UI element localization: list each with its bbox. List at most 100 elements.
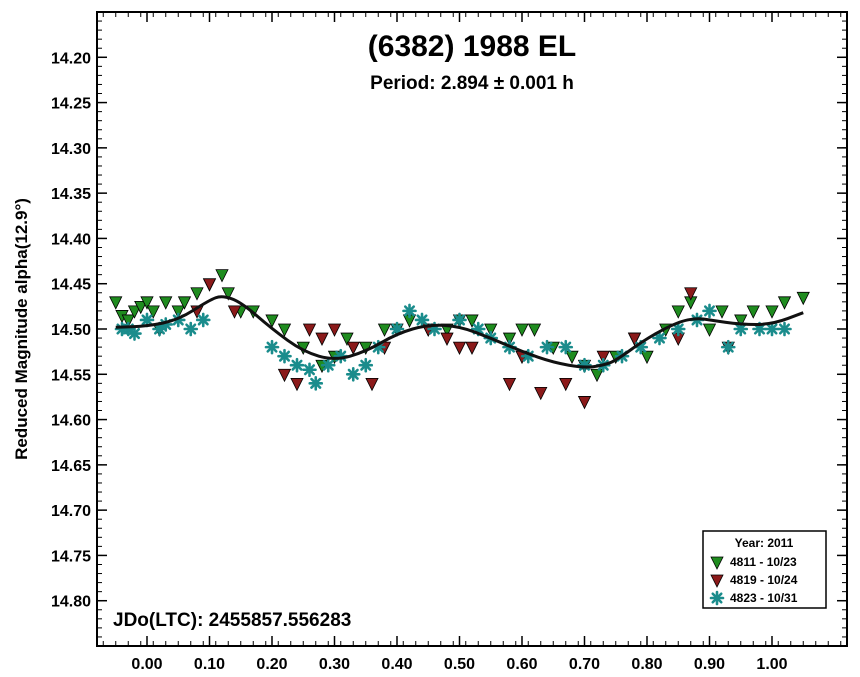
y-tick-label: 14.55 [51, 367, 91, 384]
x-tick-label: 1.00 [756, 656, 787, 673]
legend-box [702, 530, 827, 609]
chart-subtitle: Period: 2.894 ± 0.001 h [370, 73, 574, 94]
x-tick-label: 0.30 [319, 656, 350, 673]
x-tick-label: 0.40 [381, 656, 412, 673]
x-tick-label: 0.20 [256, 656, 287, 673]
data-point-series-1 [340, 332, 354, 346]
data-point-series-3 [139, 312, 155, 328]
y-tick-label: 14.75 [51, 548, 91, 565]
y-tick-label: 14.65 [51, 458, 91, 475]
data-point-series-1 [465, 314, 479, 328]
data-point-series-3 [402, 303, 417, 319]
x-tick-label: 0.50 [444, 656, 475, 673]
data-point-series-1 [734, 314, 748, 328]
data-point-series-2 [534, 386, 548, 401]
data-point-series-3 [358, 357, 374, 373]
data-point-series-3 [558, 339, 574, 355]
y-tick-label: 14.40 [51, 231, 91, 248]
data-point-series-3 [539, 339, 555, 355]
data-point-series-3 [183, 321, 199, 337]
y-axis-label: Reduced Magnitude alpha(12.9°) [12, 198, 31, 460]
data-point-series-3 [764, 321, 780, 337]
data-point-series-2 [684, 287, 698, 301]
data-point-series-1 [215, 269, 229, 283]
fit-curve-group [115, 295, 804, 369]
data-point-series-1 [146, 305, 160, 319]
data-point-series-3 [127, 326, 142, 341]
legend-marker-1 [710, 556, 724, 570]
legend-marker-3 [709, 590, 725, 606]
data-point-series-1 [265, 314, 279, 328]
data-point-series-3 [302, 362, 317, 378]
x-tick-label: 0.90 [694, 656, 725, 673]
data-point-series-1 [121, 314, 135, 328]
y-tick-label: 14.45 [51, 277, 91, 294]
data-point-series-1 [640, 350, 654, 365]
data-point-series-3 [277, 348, 292, 364]
data-point-series-2 [202, 278, 217, 292]
data-point-series-1 [590, 368, 604, 383]
data-point-series-1 [502, 332, 517, 346]
data-point-series-1 [134, 300, 148, 315]
data-point-series-3 [289, 357, 305, 373]
chart-title: (6382) 1988 EL [368, 30, 576, 63]
y-tick-label: 14.35 [51, 186, 91, 203]
data-point-series-2 [596, 350, 610, 365]
x-tick-label: 0.70 [569, 656, 600, 673]
data-point-series-2 [440, 332, 454, 346]
y-tick-label: 14.50 [51, 322, 91, 339]
data-point-series-2 [365, 377, 379, 392]
legend-entry-2: 4819 - 10/24 [730, 573, 798, 587]
data-point-series-3 [452, 312, 467, 328]
data-point-series-3 [345, 366, 361, 382]
data-point-series-3 [652, 330, 667, 346]
x-tick-label: 0.60 [506, 656, 537, 673]
data-point-series-2 [302, 323, 317, 337]
legend: Year: 2011 4811 - 10/23 4819 - 10/24 482… [702, 530, 827, 609]
data-point-series-1 [177, 296, 192, 310]
data-point-series-3 [389, 321, 405, 337]
legend-title: Year: 2011 [735, 536, 794, 550]
legend-entry-1: 4811 - 10/23 [730, 555, 797, 569]
data-point-series-1 [377, 323, 392, 337]
data-point-series-2 [559, 377, 573, 392]
data-point-series-2 [577, 396, 592, 410]
x-tick-label: 0.80 [631, 656, 662, 673]
data-point-series-3 [414, 312, 430, 328]
data-point-series-3 [577, 357, 592, 373]
data-point-series-1 [127, 305, 142, 319]
data-marks [109, 269, 810, 410]
y-tick-label: 14.70 [51, 503, 91, 520]
data-point-series-1 [109, 296, 123, 310]
y-tick-label: 14.80 [51, 594, 91, 611]
data-point-series-2 [502, 377, 517, 392]
data-point-series-2 [465, 341, 479, 356]
y-tick-label: 14.25 [51, 96, 91, 113]
data-point-series-2 [277, 368, 292, 383]
data-point-series-1 [527, 323, 542, 337]
data-point-series-2 [627, 332, 642, 346]
data-point-series-1 [190, 287, 204, 301]
data-point-series-2 [327, 323, 342, 337]
jd-annotation: JDo(LTC): 2455857.556283 [113, 610, 351, 631]
data-point-series-2 [227, 305, 242, 319]
y-tick-label: 14.60 [51, 413, 91, 430]
data-point-series-1 [746, 305, 760, 319]
data-point-series-1 [777, 296, 792, 310]
data-point-series-1 [140, 296, 154, 310]
data-point-series-1 [702, 323, 717, 337]
data-point-series-2 [315, 332, 329, 346]
legend-entry-3: 4823 - 10/31 [730, 591, 798, 605]
data-point-series-3 [702, 303, 717, 319]
data-point-series-3 [320, 357, 336, 373]
data-point-series-1 [796, 291, 810, 306]
data-point-series-3 [777, 321, 792, 337]
data-point-series-1 [484, 323, 498, 337]
y-tick-label: 14.30 [51, 141, 91, 158]
data-point-series-2 [290, 377, 304, 392]
data-point-series-1 [565, 350, 579, 365]
data-point-series-3 [670, 321, 686, 337]
fit-curve [115, 295, 804, 369]
data-point-series-1 [221, 287, 235, 301]
data-point-series-1 [671, 305, 685, 319]
